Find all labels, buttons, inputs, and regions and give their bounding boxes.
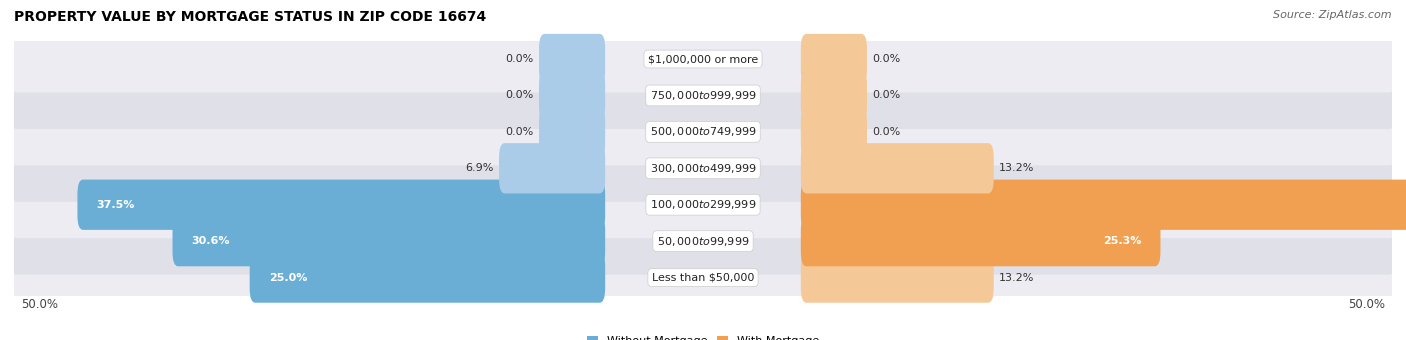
FancyBboxPatch shape bbox=[801, 143, 994, 193]
Text: 0.0%: 0.0% bbox=[505, 127, 533, 137]
FancyBboxPatch shape bbox=[538, 34, 605, 84]
Text: Source: ZipAtlas.com: Source: ZipAtlas.com bbox=[1274, 10, 1392, 20]
FancyBboxPatch shape bbox=[538, 70, 605, 121]
Text: $100,000 to $299,999: $100,000 to $299,999 bbox=[650, 198, 756, 211]
Text: 0.0%: 0.0% bbox=[873, 54, 901, 64]
Text: 0.0%: 0.0% bbox=[873, 90, 901, 100]
FancyBboxPatch shape bbox=[801, 107, 868, 157]
FancyBboxPatch shape bbox=[10, 171, 1396, 238]
FancyBboxPatch shape bbox=[10, 98, 1396, 165]
Text: Less than $50,000: Less than $50,000 bbox=[652, 273, 754, 283]
FancyBboxPatch shape bbox=[499, 143, 605, 193]
FancyBboxPatch shape bbox=[10, 135, 1396, 202]
Text: $1,000,000 or more: $1,000,000 or more bbox=[648, 54, 758, 64]
Text: 0.0%: 0.0% bbox=[505, 90, 533, 100]
Text: 25.0%: 25.0% bbox=[269, 273, 308, 283]
Text: $750,000 to $999,999: $750,000 to $999,999 bbox=[650, 89, 756, 102]
FancyBboxPatch shape bbox=[10, 26, 1396, 92]
Text: 50.0%: 50.0% bbox=[21, 298, 58, 311]
FancyBboxPatch shape bbox=[801, 252, 994, 303]
Text: $50,000 to $99,999: $50,000 to $99,999 bbox=[657, 235, 749, 248]
Text: PROPERTY VALUE BY MORTGAGE STATUS IN ZIP CODE 16674: PROPERTY VALUE BY MORTGAGE STATUS IN ZIP… bbox=[14, 10, 486, 24]
FancyBboxPatch shape bbox=[173, 216, 605, 266]
FancyBboxPatch shape bbox=[801, 180, 1406, 230]
Text: 25.3%: 25.3% bbox=[1102, 236, 1142, 246]
FancyBboxPatch shape bbox=[10, 208, 1396, 275]
FancyBboxPatch shape bbox=[801, 70, 868, 121]
FancyBboxPatch shape bbox=[250, 252, 605, 303]
Legend: Without Mortgage, With Mortgage: Without Mortgage, With Mortgage bbox=[588, 336, 818, 340]
Text: 50.0%: 50.0% bbox=[1348, 298, 1385, 311]
FancyBboxPatch shape bbox=[77, 180, 605, 230]
Text: $300,000 to $499,999: $300,000 to $499,999 bbox=[650, 162, 756, 175]
Text: 13.2%: 13.2% bbox=[1000, 163, 1035, 173]
Text: 13.2%: 13.2% bbox=[1000, 273, 1035, 283]
FancyBboxPatch shape bbox=[801, 216, 1160, 266]
Text: 6.9%: 6.9% bbox=[465, 163, 494, 173]
FancyBboxPatch shape bbox=[801, 34, 868, 84]
Text: 0.0%: 0.0% bbox=[873, 127, 901, 137]
Text: 30.6%: 30.6% bbox=[191, 236, 231, 246]
FancyBboxPatch shape bbox=[10, 244, 1396, 311]
Text: $500,000 to $749,999: $500,000 to $749,999 bbox=[650, 125, 756, 138]
Text: 37.5%: 37.5% bbox=[97, 200, 135, 210]
FancyBboxPatch shape bbox=[10, 62, 1396, 129]
Text: 0.0%: 0.0% bbox=[505, 54, 533, 64]
FancyBboxPatch shape bbox=[538, 107, 605, 157]
